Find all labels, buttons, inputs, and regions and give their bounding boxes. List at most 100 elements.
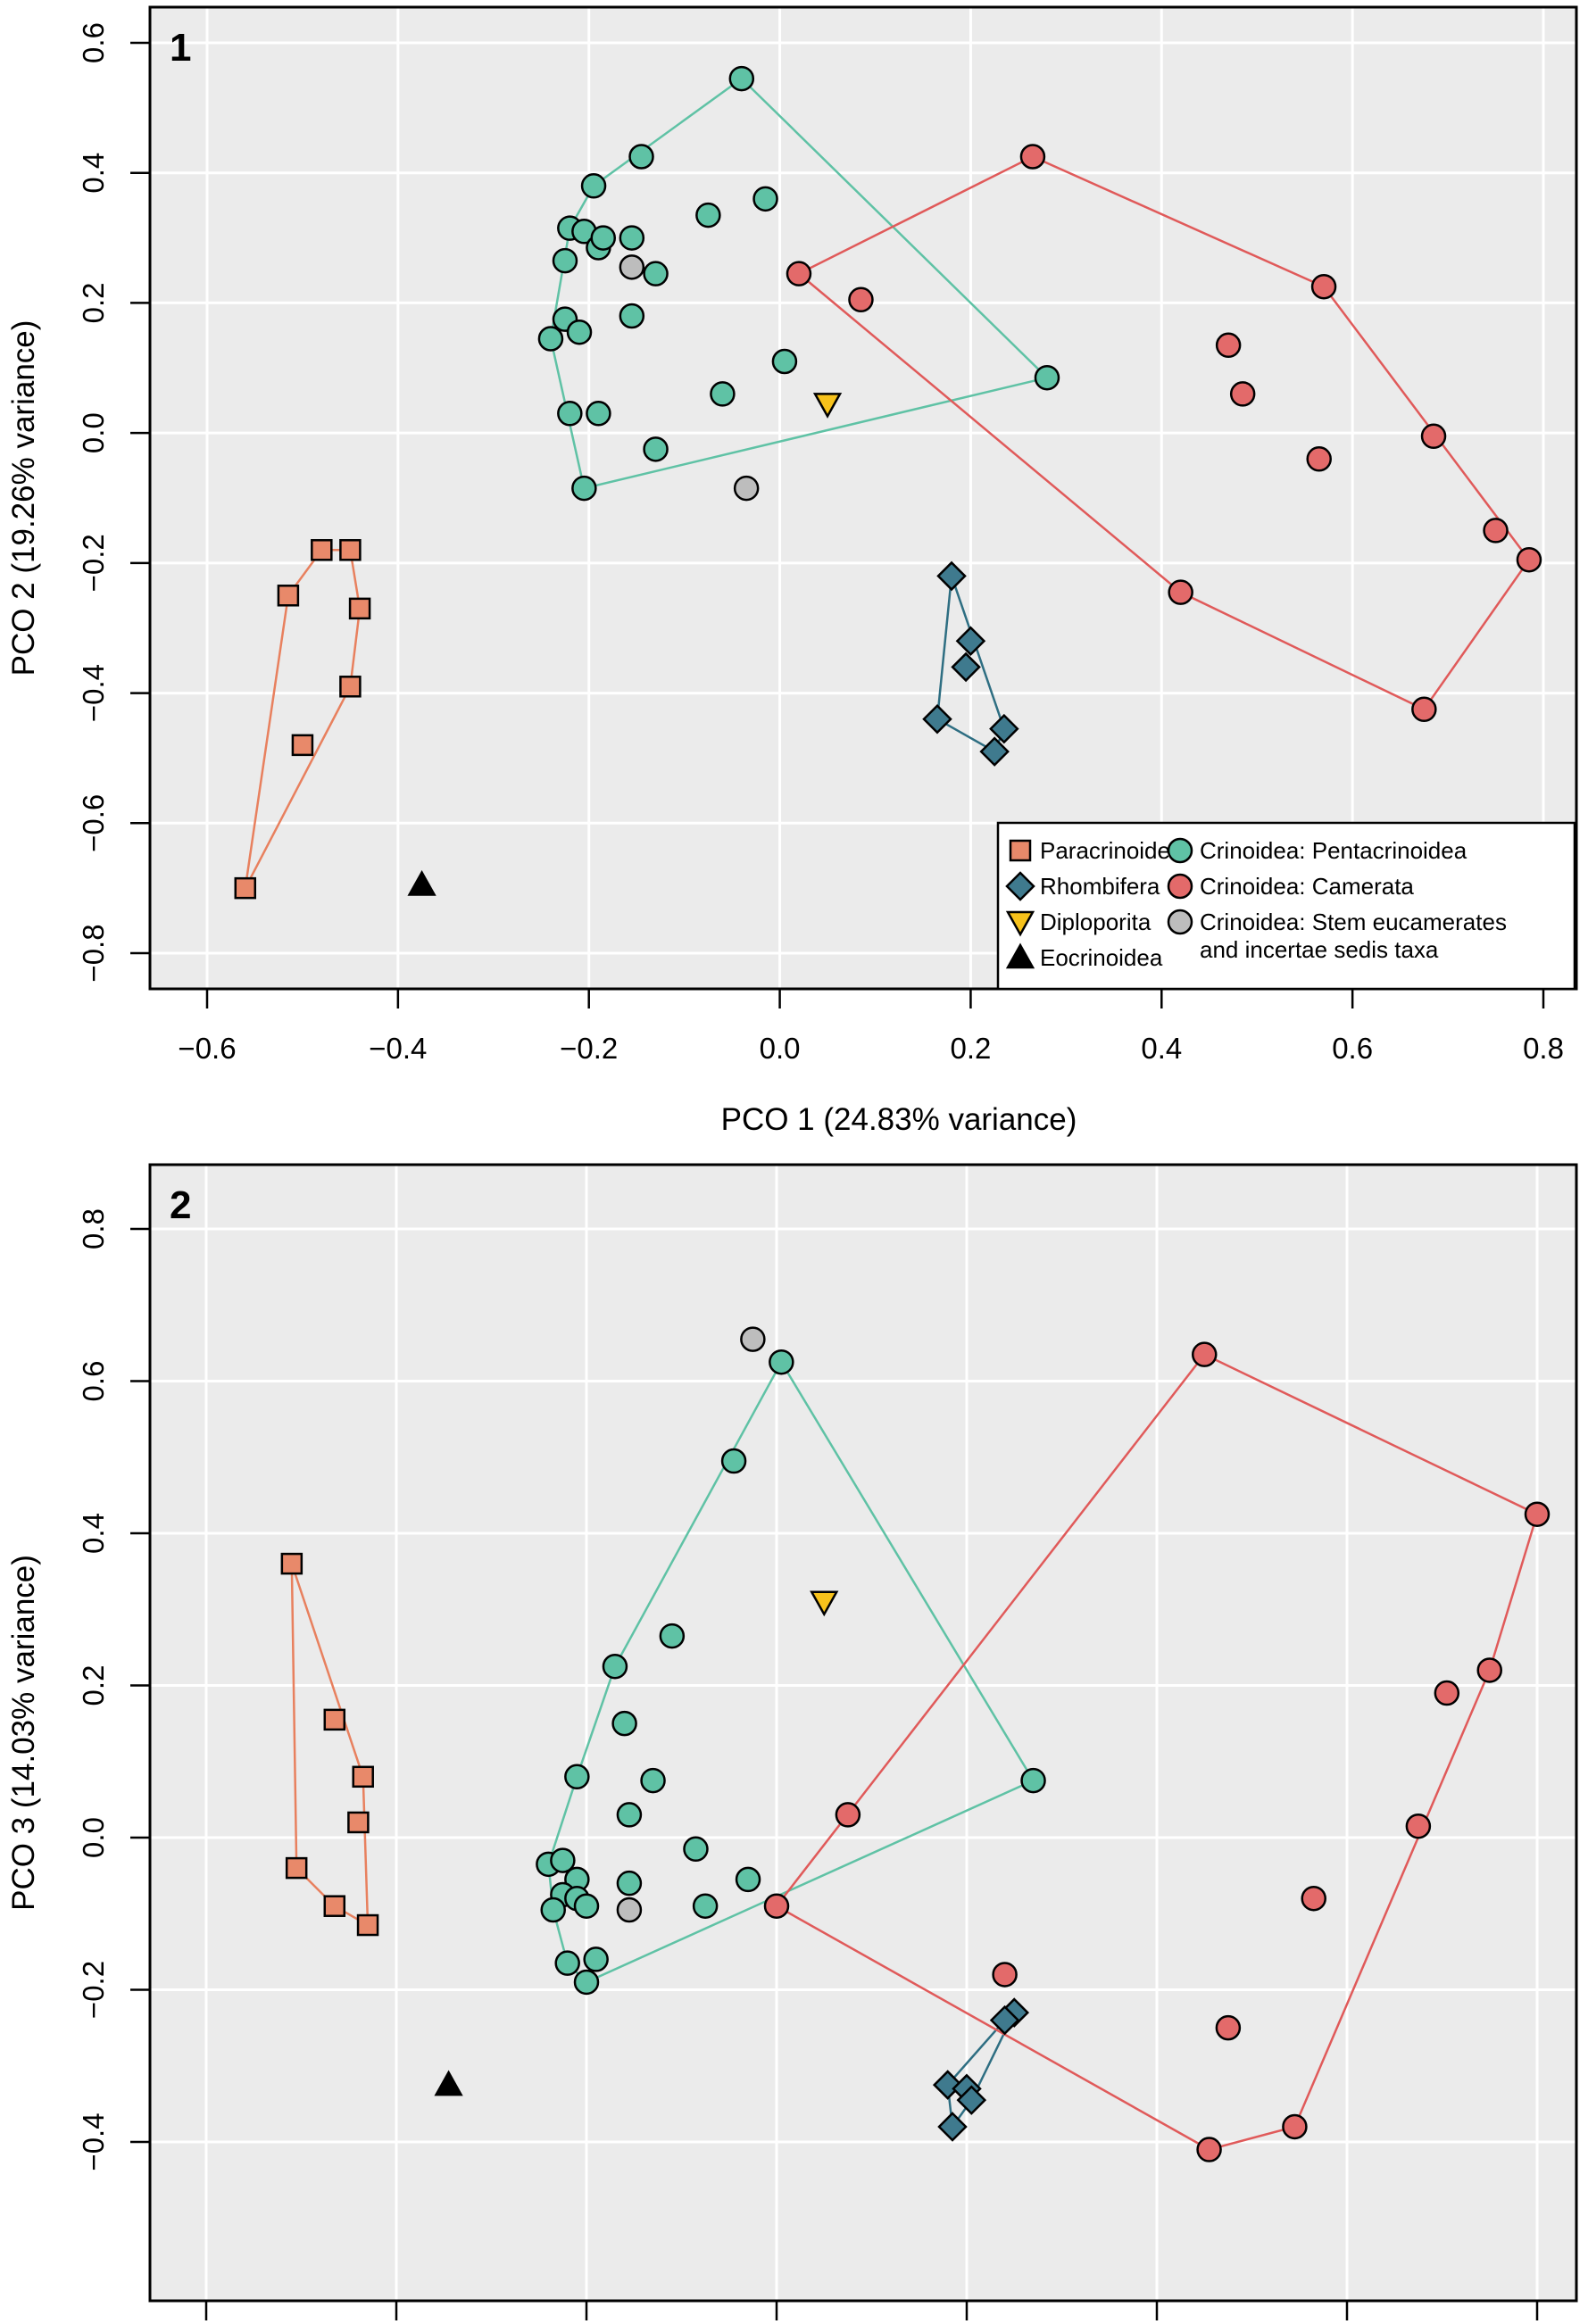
data-point [586,401,611,427]
data-point [1282,2113,1308,2140]
x-tick-label: 0.6 [1332,1032,1373,1065]
legend-box [996,821,1576,991]
y-tick-label: −0.4 [77,664,110,722]
data-point [992,1962,1018,1988]
data-point [710,381,736,407]
data-point [537,326,564,352]
data-point [733,475,760,502]
legend: Paracrinoidea Rhombifera Diploporita Eocrin… [996,821,1576,991]
data-point [1229,381,1256,407]
y-axis-title: PCO 2 (19.26% variance) [6,320,41,676]
data-point [955,626,986,657]
y-tick-label: 0.2 [77,1665,110,1706]
data-point [552,247,578,274]
data-point [280,1552,303,1575]
data-point [1215,2014,1242,2041]
y-tick-label: 0.6 [77,22,110,63]
data-point [1516,546,1542,573]
y-tick-label: −0.2 [77,1961,110,2019]
legend-label: Crinoidea: Pentacrinoidea [1200,837,1467,864]
data-point [640,1767,666,1794]
data-point [683,1836,709,1863]
data-point [583,1946,609,1972]
data-point [720,1448,747,1474]
legend-label: Rhombifera [1040,873,1160,900]
plot-frame [148,1163,1578,2303]
data-point [989,2004,1020,2036]
data-point [835,1802,861,1828]
panel-label: 1 [170,26,191,70]
data-point [643,436,669,462]
data-point [763,1893,790,1919]
y-tick-label: 0.6 [77,1361,110,1402]
convex-hull [290,1563,370,1928]
data-point [1168,579,1193,605]
data-point [812,393,843,419]
data-point [557,401,583,427]
y-tick-label: 0.4 [77,153,110,194]
data-point [1019,144,1046,170]
legend-label: Paracrinoidea [1040,837,1184,864]
data-point [550,1847,576,1873]
data-point [936,560,967,592]
data-point [590,225,617,251]
data-point [285,1856,308,1880]
data-point [769,1349,794,1375]
data-point [1192,1341,1218,1367]
data-point [1215,332,1242,359]
y-tick-label: −0.8 [77,924,110,982]
data-point [564,1764,590,1790]
legend-label-continued: and incertae sedis taxa [1200,936,1439,963]
data-point [740,1326,766,1352]
data-point [619,303,645,329]
data-point [348,597,371,620]
y-tick-label: 0.0 [77,1817,110,1858]
data-point [848,286,874,313]
x-tick-label: 0.8 [1523,1032,1564,1065]
data-point [323,1708,346,1731]
legend-marker [1005,942,1035,969]
data-point [932,2070,963,2100]
legend-marker [1167,837,1193,864]
data-point [1034,364,1060,391]
data-point [339,676,362,698]
x-tick-label: 0.2 [950,1032,991,1065]
data-point [616,1802,643,1828]
data-point [291,734,314,757]
plot-background [150,1165,1576,2301]
data-point [728,65,755,92]
data-point [619,225,645,251]
data-point [659,1623,686,1649]
data-point [643,261,669,286]
data-point [616,1870,643,1897]
data-point [1306,446,1332,472]
legend-label: Eocrinoidea [1040,944,1163,971]
data-point [407,869,436,896]
data-point [1020,1767,1046,1794]
x-tick-label: 0.4 [1141,1032,1182,1065]
x-tick-label: −0.6 [178,1032,236,1065]
data-point [628,144,654,170]
legend-label: Crinoidea: Stem eucamerates [1200,909,1507,935]
data-point [1483,518,1509,544]
data-point [580,173,607,199]
data-point [989,713,1019,744]
data-point [611,1710,637,1737]
y-axis-title: PCO 3 (14.03% variance) [6,1555,41,1911]
legend-label: Crinoidea: Camerata [1200,873,1414,900]
legend-marker [1005,910,1035,937]
y-tick-label: −0.2 [77,534,110,592]
x-tick-label: 0.0 [760,1032,801,1065]
data-point [277,585,300,607]
data-point [922,703,952,735]
legend-marker [1009,839,1032,862]
data-point [937,2112,968,2142]
data-point [956,2085,987,2115]
y-tick-label: −0.4 [77,2112,110,2170]
data-point [979,736,1010,767]
data-point [1310,273,1337,300]
data-point [619,254,645,280]
data-point [571,475,597,502]
data-point [347,1811,370,1834]
